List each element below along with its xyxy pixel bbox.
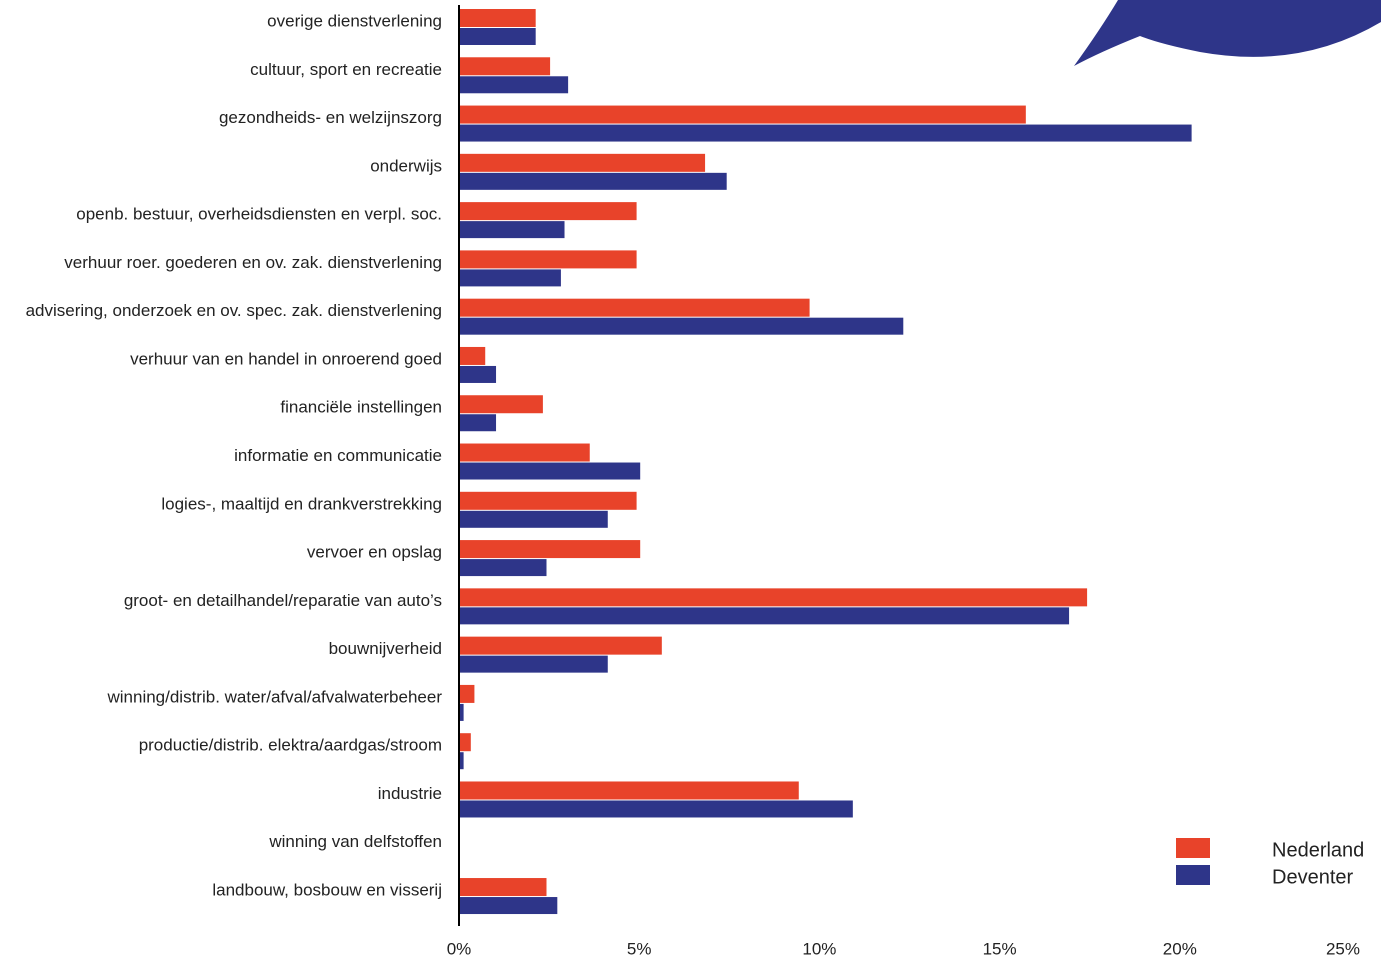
legend-swatch	[1176, 865, 1210, 885]
y-tick-label: groot- en detailhandel/reparatie van aut…	[124, 591, 442, 610]
bar	[460, 607, 1070, 625]
legend-swatch	[1176, 838, 1210, 858]
y-tick-label: gezondheids- en welzijnszorg	[219, 108, 442, 127]
y-tick-label: overige dienstverlening	[267, 11, 442, 30]
bar	[460, 414, 497, 432]
bar	[460, 781, 799, 800]
y-tick-label: informatie en communicatie	[234, 446, 442, 465]
bar	[460, 395, 543, 414]
x-tick-label: 20%	[1163, 939, 1197, 958]
bar	[460, 269, 561, 287]
bar	[460, 752, 464, 770]
bar	[460, 491, 637, 510]
bar	[460, 221, 565, 239]
bar	[460, 346, 486, 365]
legend-label: Nederland	[1272, 839, 1364, 861]
x-tick-label: 10%	[802, 939, 836, 958]
y-tick-label: onderwijs	[370, 156, 442, 175]
bar	[460, 878, 547, 897]
bar	[460, 9, 536, 27]
y-tick-label: landbouw, bosbouw en visserij	[212, 881, 442, 900]
y-tick-label: bouwnijverheid	[329, 639, 442, 658]
bar	[460, 703, 464, 721]
bar	[460, 250, 637, 269]
bar	[460, 202, 637, 221]
bar	[460, 153, 706, 172]
bar	[460, 365, 497, 383]
y-tick-label: cultuur, sport en recreatie	[250, 60, 442, 79]
bar	[460, 540, 641, 559]
bar	[460, 28, 536, 45]
bar	[460, 733, 471, 752]
x-tick-label: 25%	[1326, 939, 1360, 958]
bar	[460, 172, 727, 190]
y-tick-label: verhuur roer. goederen en ov. zak. diens…	[64, 253, 442, 272]
bar	[460, 57, 551, 76]
y-tick-label: logies-, maaltijd en drankverstrekking	[161, 494, 442, 513]
bar	[460, 462, 641, 480]
y-tick-label: openb. bestuur, overheidsdiensten en ver…	[76, 205, 442, 224]
y-tick-label: industrie	[378, 784, 442, 803]
y-tick-label: winning van delfstoffen	[268, 832, 442, 851]
bar	[460, 636, 662, 655]
y-tick-label: winning/distrib. water/afval/afvalwaterb…	[106, 687, 442, 706]
y-tick-label: verhuur van en handel in onroerend goed	[130, 349, 442, 368]
bar	[460, 510, 608, 528]
decoration	[1074, 0, 1381, 66]
y-tick-label: vervoer en opslag	[307, 543, 442, 562]
bar	[460, 298, 810, 317]
bar	[460, 443, 590, 462]
bar	[460, 317, 904, 335]
legend-label: Deventer	[1272, 866, 1353, 888]
x-tick-label: 5%	[627, 939, 652, 958]
bar	[460, 800, 853, 818]
bar	[460, 559, 547, 577]
bar	[460, 655, 608, 673]
bar	[460, 588, 1088, 607]
x-tick-label: 0%	[447, 939, 472, 958]
x-tick-label: 15%	[983, 939, 1017, 958]
bar	[460, 684, 475, 703]
y-tick-label: productie/distrib. elektra/aardgas/stroo…	[139, 736, 442, 755]
bar	[460, 124, 1192, 142]
bar	[460, 76, 569, 94]
y-tick-label: advisering, onderzoek en ov. spec. zak. …	[26, 301, 442, 320]
bar	[460, 897, 558, 915]
y-tick-label: financiële instellingen	[280, 398, 442, 417]
bar	[460, 105, 1026, 124]
